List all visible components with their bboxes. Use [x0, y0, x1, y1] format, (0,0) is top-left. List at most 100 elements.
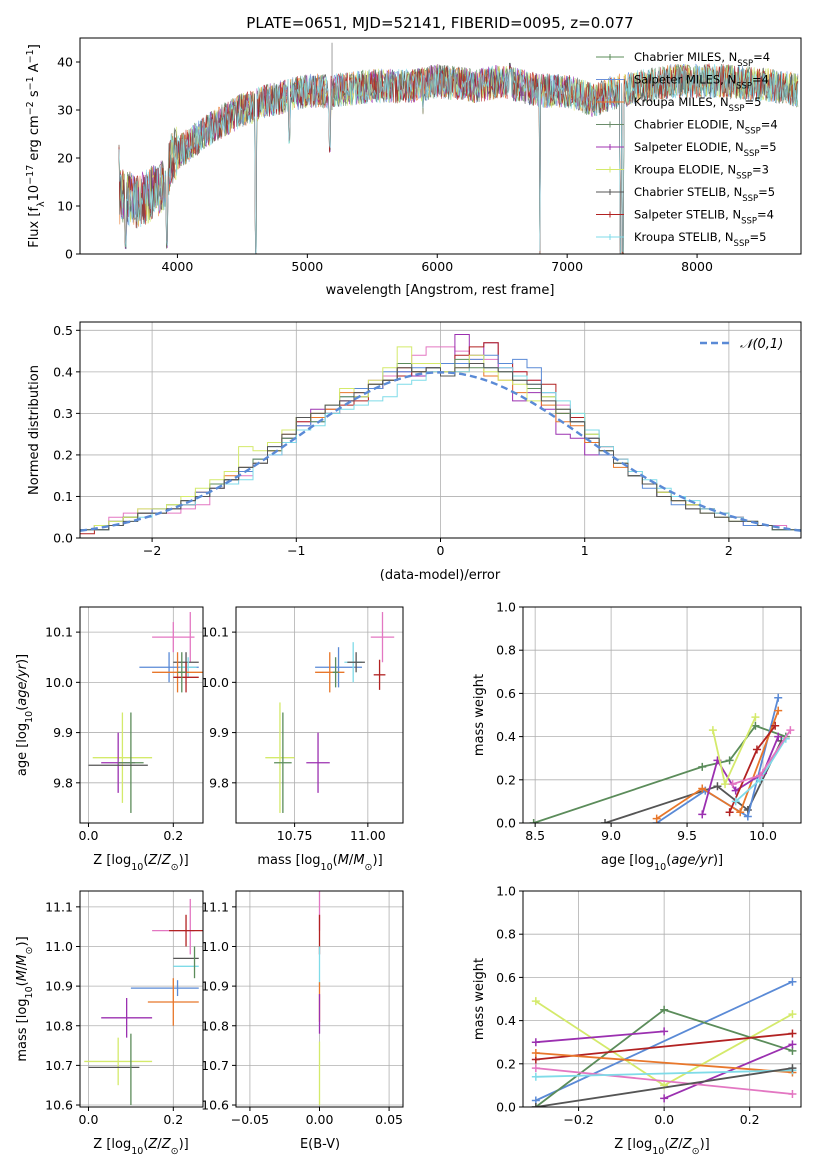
weight-marker	[721, 780, 730, 789]
legend-entry: Chabrier MILES, NSSP=4	[634, 50, 770, 69]
y-tick-label: 1.0	[496, 600, 516, 615]
y-tick-label: 10.1	[45, 625, 73, 640]
legend-entry: Chabrier STELIB, NSSP=5	[634, 185, 775, 204]
y-axis-label: mass [log10(M/M⊙)]	[15, 936, 35, 1061]
y-tick-label: 10.9	[45, 979, 73, 994]
axes-decoration: 0.0 0.2 9.8 9.9 10.0 10.1	[45, 606, 204, 843]
y-tick-label: 0.3	[53, 406, 73, 421]
weight-marker	[728, 780, 737, 789]
y-tick-label: 0.2	[496, 772, 516, 787]
y-tick-label: 11.0	[45, 939, 73, 954]
y-tick-label: 10.6	[201, 1098, 229, 1113]
y-tick-label: 0.2	[53, 447, 73, 462]
weight-marker	[713, 782, 722, 791]
axes-decoration: 8.5 9.0 9.5 10.0 0.0 0.2 0.4 0.6 0.8 1.0	[496, 600, 802, 843]
axes-decoration: 0.0 0.2 10.6 10.7 10.8 10.9 11.0 11.1	[45, 890, 204, 1127]
y-tick-label: 11.1	[45, 899, 73, 914]
legend-entry: Kroupa STELIB, NSSP=5	[634, 230, 766, 249]
x-tick-label: −0.05	[231, 1112, 269, 1127]
x-tick-label: 7000	[551, 259, 583, 274]
weight-marker	[736, 808, 745, 817]
y-tick-label: 0.0	[496, 1100, 516, 1115]
x-tick-label: 2	[725, 543, 733, 558]
axes-decoration: 10.75 11.00 9.8 9.9 10.0 10.1	[201, 606, 404, 843]
y-axis-label: Flux [fλ10−17 erg cm−2 s−1 A−1]	[25, 44, 47, 248]
x-tick-label: 0.0	[79, 1112, 99, 1127]
weight-marker	[788, 1010, 797, 1019]
weight-marker	[531, 1049, 540, 1057]
mass-vs-ebv-panel: −0.05 0.00 0.05 10.6 10.7 10.8 10.9 11.0 11.1 E(B…	[201, 890, 404, 1152]
x-axis-label: mass [log10(M/M⊙)]	[257, 853, 382, 873]
legend-entry: Salpeter STELIB, NSSP=4	[634, 208, 774, 227]
weight-line	[535, 980, 793, 1102]
weight-marker	[788, 1064, 797, 1073]
axes-decoration: −0.05 0.00 0.05 10.6 10.7 10.8 10.9 11.0 11.1	[201, 890, 404, 1127]
weight-marker	[731, 797, 740, 806]
y-tick-label: 0.4	[53, 364, 73, 379]
y-tick-label: 11.0	[201, 939, 229, 954]
plot-area	[80, 334, 801, 535]
x-tick-label: 5000	[291, 259, 323, 274]
x-tick-label: 11.00	[350, 828, 386, 843]
legend-entry: Chabrier ELODIE, NSSP=4	[634, 118, 778, 137]
y-tick-label: 10.8	[45, 1018, 73, 1033]
y-tick-label: 10.8	[201, 1018, 229, 1033]
x-tick-label: 8000	[681, 259, 713, 274]
plot-area	[84, 898, 203, 1106]
weight-marker	[698, 762, 707, 771]
spectrum-line	[118, 62, 799, 254]
weight-marker	[652, 814, 661, 823]
figure-title: PLATE=0651, MJD=52141, FIBERID=0095, z=0…	[246, 14, 633, 32]
y-tick-label: 9.9	[209, 725, 229, 740]
x-tick-label: 9.0	[601, 828, 621, 843]
plot-area	[265, 612, 395, 813]
weight-marker	[788, 1029, 797, 1038]
axes-frame	[522, 890, 802, 1108]
x-tick-label: 0.2	[163, 1112, 183, 1127]
y-axis-label: age [log10(age/yr)]	[15, 654, 35, 776]
spectrum-line	[118, 64, 799, 254]
weight-marker	[771, 721, 780, 730]
weight-marker	[725, 756, 734, 765]
weight-marker	[601, 819, 610, 823]
weight-marker	[531, 1103, 540, 1107]
x-axis-label: Z [log10(Z/Z⊙)]	[614, 1137, 709, 1157]
weight-line	[701, 736, 780, 815]
x-tick-label: 0.0	[654, 1112, 674, 1127]
axes-decoration: 4000 5000 6000 7000 8000 0 10 20 30 40 Chabrier MI…	[57, 37, 802, 274]
axes-frame	[79, 606, 204, 824]
y-tick-label: 0.0	[53, 531, 73, 546]
y-tick-label: 0.1	[53, 489, 73, 504]
weight-marker	[752, 745, 761, 754]
weight-marker	[743, 812, 752, 821]
x-tick-label: 9.5	[677, 828, 697, 843]
y-tick-label: 9.8	[209, 775, 229, 790]
y-tick-label: 10.0	[201, 675, 229, 690]
x-axis-label: Z [log10(Z/Z⊙)]	[93, 1137, 188, 1157]
plot-area	[531, 977, 797, 1107]
plot-area	[118, 42, 799, 254]
weight-marker	[660, 1005, 669, 1014]
axes-decoration: −2 −1 0 1 2 0.0 0.1 0.2 0.3 0.4 0.5 𝒩(0,1)	[53, 321, 802, 558]
x-tick-label: 0.05	[375, 1112, 403, 1127]
y-tick-label: 10.6	[45, 1098, 73, 1113]
weight-line	[712, 716, 757, 787]
residuals-panel: −2 −1 0 1 2 0.0 0.1 0.2 0.3 0.4 0.5 𝒩(0,1) (data-mod…	[27, 321, 802, 583]
y-axis-label: mass weight	[472, 674, 487, 756]
x-tick-label: −1	[287, 543, 305, 558]
legend-entry: Salpeter ELODIE, NSSP=5	[634, 140, 777, 159]
mass-weight-vs-age-panel: 8.5 9.0 9.5 10.0 0.0 0.2 0.4 0.6 0.8 1.0 age [log1…	[472, 600, 802, 873]
y-tick-label: 10.0	[45, 675, 73, 690]
weight-line	[535, 1032, 793, 1061]
normal-curve	[80, 371, 801, 532]
x-tick-label: 6000	[421, 259, 453, 274]
legend-entry: 𝒩(0,1)	[740, 337, 783, 352]
y-tick-label: 9.9	[53, 725, 73, 740]
weight-marker	[660, 1027, 669, 1036]
y-tick-label: 0.8	[496, 927, 516, 942]
mass-vs-metallicity-panel: 0.0 0.2 10.6 10.7 10.8 10.9 11.0 11.1 Z [log10(Z…	[15, 890, 204, 1157]
weight-marker	[786, 726, 795, 735]
y-tick-label: 40	[57, 55, 73, 70]
weight-marker	[774, 706, 783, 715]
